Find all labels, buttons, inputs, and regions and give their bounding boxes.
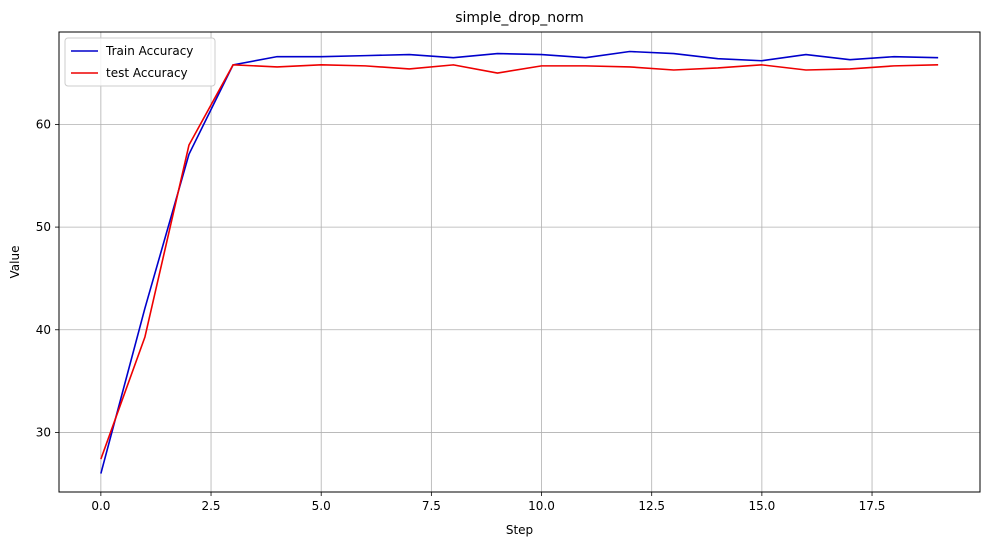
y-tick-label: 30 bbox=[36, 425, 51, 439]
series-layer bbox=[100, 50, 939, 474]
legend-label: Train Accuracy bbox=[105, 44, 193, 58]
grid-layer bbox=[59, 32, 980, 492]
x-tick-label: 10.0 bbox=[528, 499, 555, 513]
series-line bbox=[100, 64, 939, 460]
y-tick-label: 40 bbox=[36, 323, 51, 337]
x-tick-label: 15.0 bbox=[749, 499, 776, 513]
x-tick-label: 5.0 bbox=[312, 499, 331, 513]
x-axis-label: Step bbox=[506, 523, 533, 537]
x-tick-label: 12.5 bbox=[638, 499, 665, 513]
legend-box bbox=[64, 37, 216, 87]
plot-frame bbox=[58, 31, 981, 493]
y-axis-label: Value bbox=[8, 246, 22, 279]
x-tick-label: 0.0 bbox=[91, 499, 110, 513]
legend-label: test Accuracy bbox=[106, 66, 188, 80]
y-tick-label: 60 bbox=[36, 117, 51, 131]
tick-layer: 0.0 2.5 5.0 7.5 10.0 12.5 15.0 17.5 30 40 50 60 bbox=[36, 117, 886, 513]
x-tick-label: 7.5 bbox=[422, 499, 441, 513]
chart-title: simple_drop_norm bbox=[455, 10, 584, 26]
series-line bbox=[100, 50, 939, 474]
x-tick-label: 2.5 bbox=[201, 499, 220, 513]
y-tick-label: 50 bbox=[36, 220, 51, 234]
x-tick-label: 17.5 bbox=[859, 499, 886, 513]
legend: Train Accuracy test Accuracy bbox=[64, 37, 216, 87]
